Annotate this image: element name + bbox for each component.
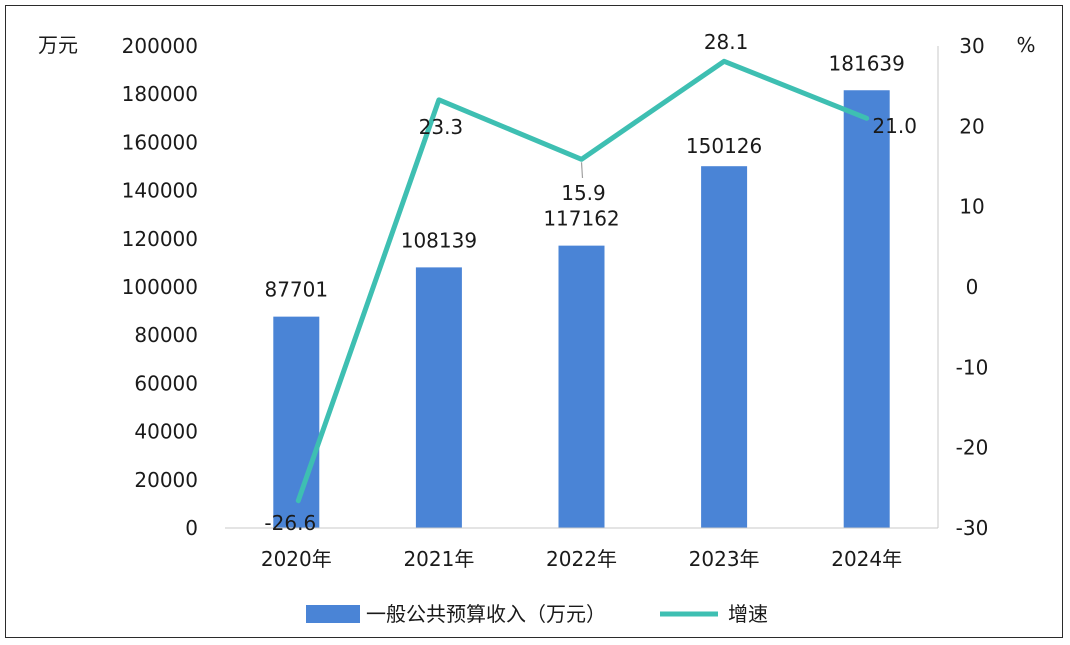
left-tick-label: 40000 bbox=[134, 420, 198, 444]
legend-label-line: 增速 bbox=[728, 602, 768, 626]
data-labels: 87701 108139 117162 150126 181639 -26.6 23.3 15… bbox=[264, 30, 917, 535]
legend-label-bar: 一般公共预算收入（万元） bbox=[366, 602, 606, 626]
bar bbox=[415, 267, 462, 528]
label-leader-line bbox=[580, 162, 584, 179]
bar bbox=[843, 90, 890, 529]
x-axis: 2020年 2021年 2022年 2023年 2024年 bbox=[225, 527, 938, 571]
left-tick-label: 140000 bbox=[122, 179, 198, 203]
x-tick-label: 2021年 bbox=[403, 547, 474, 571]
bar bbox=[558, 245, 605, 528]
x-tick-label: 2024年 bbox=[831, 547, 902, 571]
line-series bbox=[295, 58, 870, 504]
bar-value-label: 150126 bbox=[686, 134, 762, 158]
bar bbox=[701, 166, 748, 528]
line-value-label: 28.1 bbox=[704, 30, 749, 54]
legend: 一般公共预算收入（万元） 增速 bbox=[306, 602, 768, 626]
right-tick-label: 30 bbox=[959, 34, 984, 58]
legend-swatch-bar bbox=[306, 605, 360, 623]
left-tick-label: 0 bbox=[185, 516, 198, 540]
bar-value-label: 108139 bbox=[401, 228, 477, 252]
right-axis-unit: % bbox=[1016, 33, 1035, 57]
bar-value-label: 87701 bbox=[264, 278, 328, 302]
line-value-label: 23.3 bbox=[419, 115, 464, 139]
bar-value-label: 117162 bbox=[543, 207, 619, 231]
right-tick-label: -20 bbox=[956, 436, 989, 460]
left-axis: 0 20000 40000 60000 80000 100000 120000 140000 1… bbox=[38, 33, 198, 540]
x-tick-label: 2023年 bbox=[689, 547, 760, 571]
left-tick-label: 200000 bbox=[122, 34, 198, 58]
right-tick-label: 10 bbox=[959, 195, 984, 219]
left-tick-label: 20000 bbox=[134, 468, 198, 492]
left-tick-label: 80000 bbox=[134, 323, 198, 347]
left-tick-label: 100000 bbox=[122, 275, 198, 299]
line-value-label: 15.9 bbox=[561, 181, 606, 205]
right-tick-label: 0 bbox=[966, 275, 979, 299]
right-tick-label: -10 bbox=[956, 355, 989, 379]
x-tick-label: 2022年 bbox=[546, 547, 617, 571]
bar-value-label: 181639 bbox=[829, 51, 905, 75]
bar bbox=[273, 316, 320, 528]
line-value-label: -26.6 bbox=[264, 511, 316, 535]
right-tick-label: -30 bbox=[956, 516, 989, 540]
line-value-label: 21.0 bbox=[872, 114, 917, 138]
bar-series bbox=[273, 90, 890, 529]
left-tick-label: 180000 bbox=[122, 82, 198, 106]
left-axis-unit: 万元 bbox=[38, 33, 78, 57]
right-tick-label: 20 bbox=[959, 114, 984, 138]
left-tick-label: 120000 bbox=[122, 227, 198, 251]
right-axis: -30 -20 -10 0 10 20 30% bbox=[937, 33, 1036, 540]
left-tick-label: 160000 bbox=[122, 130, 198, 154]
x-tick-label: 2020年 bbox=[261, 547, 332, 571]
left-tick-label: 60000 bbox=[134, 371, 198, 395]
